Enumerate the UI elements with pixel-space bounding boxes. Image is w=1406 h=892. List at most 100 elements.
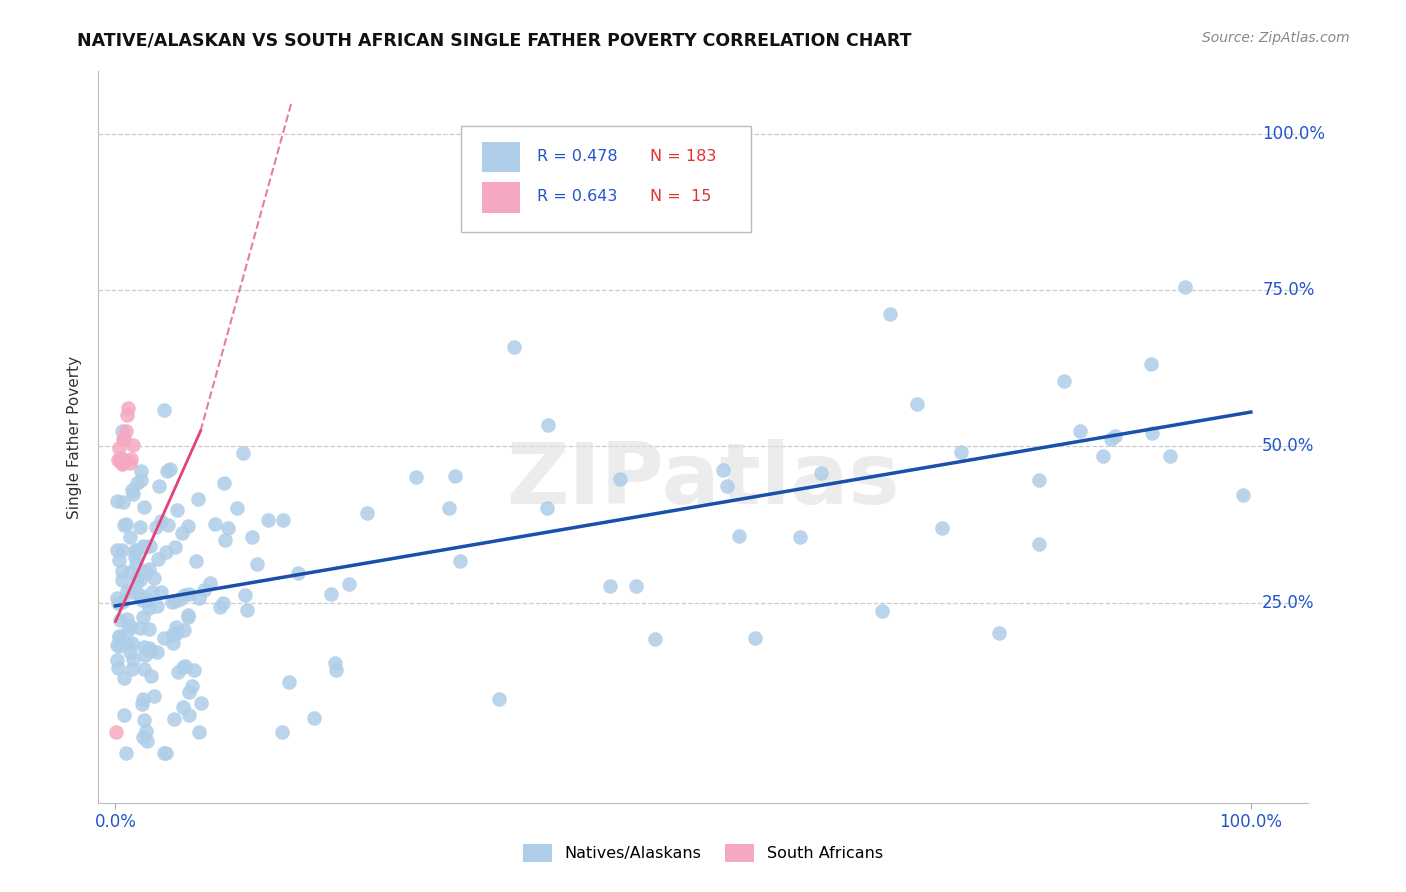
Point <box>163 712 186 726</box>
Point <box>132 540 155 554</box>
Point <box>271 725 294 739</box>
Text: R = 0.643: R = 0.643 <box>537 189 617 204</box>
Point <box>173 588 195 602</box>
Point <box>236 603 259 617</box>
Text: N = 183: N = 183 <box>650 149 716 164</box>
Point <box>127 475 149 490</box>
Point <box>277 674 299 689</box>
Point <box>337 576 360 591</box>
Point <box>153 402 176 417</box>
Point <box>177 607 200 622</box>
Point <box>177 518 200 533</box>
Point <box>167 665 190 680</box>
Point <box>131 592 153 607</box>
Text: ZIPatlas: ZIPatlas <box>506 440 900 523</box>
Point <box>233 588 256 602</box>
Point <box>156 464 179 478</box>
Point <box>108 451 131 466</box>
Point <box>187 724 209 739</box>
Point <box>111 564 134 578</box>
Point <box>105 494 128 508</box>
Point <box>166 503 188 517</box>
Point <box>536 501 558 516</box>
Point <box>111 424 134 438</box>
Point <box>172 660 194 674</box>
Point <box>114 707 136 722</box>
Point <box>214 533 236 548</box>
Point <box>1069 424 1091 438</box>
Point <box>138 601 160 615</box>
Point <box>143 571 166 585</box>
Point <box>870 604 893 618</box>
Point <box>120 452 142 467</box>
Point <box>136 734 159 748</box>
Point <box>117 612 139 626</box>
Point <box>138 622 160 636</box>
Point <box>108 631 131 645</box>
Point <box>134 648 156 662</box>
Point <box>165 593 187 607</box>
Point <box>132 662 155 676</box>
Point <box>129 621 152 635</box>
Point <box>744 631 766 645</box>
Point <box>120 456 142 470</box>
Point <box>271 513 294 527</box>
Point <box>170 525 193 540</box>
Point <box>132 713 155 727</box>
Point <box>437 500 460 515</box>
Point <box>114 453 136 467</box>
Point <box>488 691 510 706</box>
Point <box>115 408 138 422</box>
Point <box>112 432 135 446</box>
FancyBboxPatch shape <box>461 126 751 232</box>
Point <box>125 558 148 572</box>
Point <box>138 562 160 576</box>
Point <box>150 514 173 528</box>
Point <box>162 627 184 641</box>
Point <box>256 513 278 527</box>
Point <box>727 529 749 543</box>
Point <box>122 438 145 452</box>
Point <box>120 619 142 633</box>
Point <box>139 539 162 553</box>
Point <box>177 707 200 722</box>
Point <box>183 664 205 678</box>
Point <box>166 626 188 640</box>
Point <box>1053 374 1076 388</box>
Point <box>135 593 157 607</box>
Point <box>1174 280 1197 294</box>
Point <box>129 573 152 587</box>
Point <box>931 521 953 535</box>
Point <box>111 595 134 609</box>
Point <box>112 517 135 532</box>
Text: R = 0.478: R = 0.478 <box>537 149 619 164</box>
Point <box>184 553 207 567</box>
Point <box>128 588 150 602</box>
Point <box>198 576 221 591</box>
Point <box>105 543 128 558</box>
Point <box>134 500 156 514</box>
Point <box>177 610 200 624</box>
Point <box>1159 450 1181 464</box>
Point <box>214 475 236 490</box>
Point <box>212 596 235 610</box>
Point <box>139 669 162 683</box>
Point <box>537 417 560 432</box>
Point <box>128 519 150 533</box>
Point <box>124 550 146 565</box>
Point <box>121 652 143 666</box>
Point <box>443 469 465 483</box>
Point <box>108 613 131 627</box>
Point <box>107 639 129 653</box>
Point <box>114 424 136 438</box>
Text: 100.0%: 100.0% <box>1263 125 1326 143</box>
Point <box>449 554 471 568</box>
Bar <box>482 142 520 172</box>
Point <box>129 473 152 487</box>
Point <box>121 483 143 497</box>
Point <box>146 599 169 614</box>
Point <box>204 516 226 531</box>
Point <box>177 587 200 601</box>
Point <box>1092 449 1115 463</box>
Bar <box>482 182 520 212</box>
